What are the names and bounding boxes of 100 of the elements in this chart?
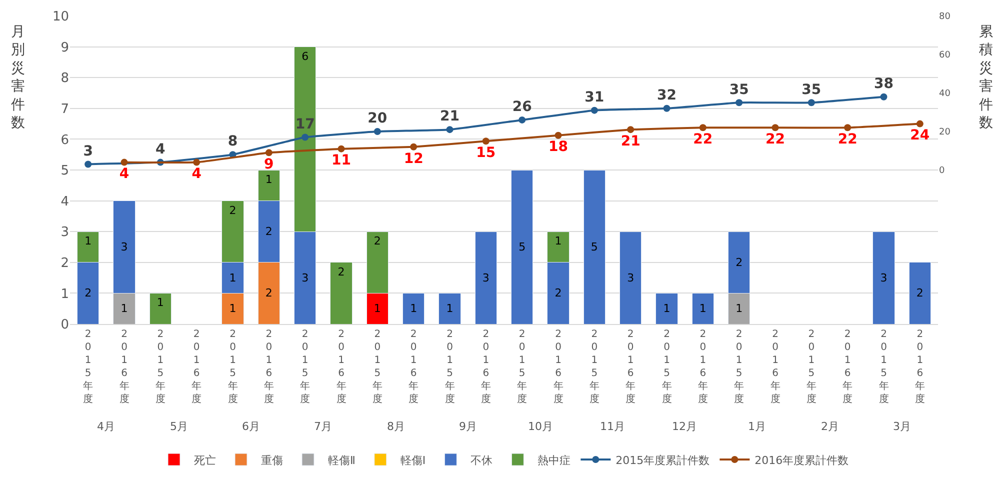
legend-label: 死亡 bbox=[194, 454, 216, 467]
y-tick-label: 5 bbox=[60, 164, 69, 179]
y2-tick-label: 40 bbox=[939, 89, 951, 100]
data-label: 2 bbox=[265, 225, 272, 238]
data-label: 21 bbox=[440, 108, 460, 125]
data-label: 3 bbox=[482, 271, 490, 284]
point bbox=[193, 158, 200, 166]
bar bbox=[692, 292, 714, 324]
data-label: 38 bbox=[874, 76, 894, 92]
text: 7月 bbox=[314, 420, 332, 433]
data-label: 1 bbox=[229, 302, 236, 316]
data-label: 1 bbox=[156, 296, 164, 310]
text: 10月 bbox=[528, 420, 553, 433]
x-tick-label: 2015年度 bbox=[83, 329, 94, 405]
data-label: 15 bbox=[476, 145, 496, 162]
data-label: 5 bbox=[518, 240, 526, 254]
data-label: 21 bbox=[620, 133, 640, 150]
x-tick-label: 2016年度 bbox=[480, 329, 491, 405]
text: 1月 bbox=[748, 420, 766, 433]
point bbox=[302, 134, 309, 141]
point bbox=[736, 99, 743, 106]
point bbox=[265, 149, 272, 156]
y-tick-label: 3 bbox=[60, 225, 69, 240]
x-tick-label: 2016年度 bbox=[553, 329, 564, 405]
data-label: 3 bbox=[880, 271, 888, 284]
x-tick-label: 2015年度 bbox=[806, 329, 816, 405]
y-tick-label: 2 bbox=[60, 256, 69, 271]
x-tick-label: 2016年度 bbox=[336, 329, 346, 405]
x-tick-label: 2015年度 bbox=[589, 329, 600, 405]
data-label: 1 bbox=[446, 302, 454, 316]
bar bbox=[510, 170, 534, 324]
point bbox=[699, 124, 706, 132]
point bbox=[84, 160, 92, 168]
x-tick-label: 2016年度 bbox=[408, 329, 419, 405]
data-label: 17 bbox=[295, 116, 315, 132]
data-label: 31 bbox=[584, 89, 604, 106]
bar bbox=[583, 170, 606, 324]
y-tick-label: 7 bbox=[60, 102, 69, 117]
data-label: 3 bbox=[120, 240, 128, 254]
point bbox=[374, 128, 381, 135]
data-label: 1 bbox=[554, 234, 562, 248]
y2-axis-title: 累積災害件数 bbox=[979, 24, 993, 131]
data-label: 3 bbox=[627, 271, 634, 284]
x-tick-label: 2015年度 bbox=[372, 329, 382, 405]
text: 4月 bbox=[97, 420, 115, 433]
x-tick-label: 2015年度 bbox=[734, 329, 744, 405]
point bbox=[916, 120, 924, 128]
data-label: 1 bbox=[120, 302, 128, 316]
y-tick-label: 6 bbox=[60, 132, 69, 148]
data-label: 4 bbox=[192, 166, 202, 182]
point bbox=[844, 124, 852, 132]
data-label: 1 bbox=[663, 302, 670, 316]
point bbox=[482, 138, 490, 145]
data-label: 1 bbox=[374, 302, 381, 316]
data-label: 22 bbox=[838, 132, 858, 148]
x-tick-label: 2015年度 bbox=[878, 329, 889, 405]
text: 5月 bbox=[170, 420, 188, 433]
y-axis-title: 月別災害件数 bbox=[11, 24, 25, 131]
data-label: 4 bbox=[156, 141, 166, 158]
point bbox=[446, 126, 454, 134]
x-tick-label: 2015年度 bbox=[228, 329, 238, 405]
text: 3月 bbox=[893, 420, 911, 433]
text: 6月 bbox=[242, 420, 260, 433]
data-label: 18 bbox=[548, 139, 568, 156]
y-tick-label: 8 bbox=[60, 71, 69, 86]
point bbox=[518, 116, 526, 124]
data-label: 1 bbox=[84, 234, 92, 248]
data-label: 3 bbox=[83, 143, 93, 160]
x-tick-label: 2016年度 bbox=[264, 329, 274, 405]
point bbox=[808, 99, 815, 106]
point bbox=[410, 143, 418, 150]
y2-tick-label: 80 bbox=[939, 12, 951, 22]
data-label: 11 bbox=[332, 152, 351, 169]
data-label: 8 bbox=[228, 134, 238, 150]
data-label: 20 bbox=[368, 110, 388, 127]
data-label: 12 bbox=[404, 150, 424, 167]
data-label: 4 bbox=[119, 166, 130, 182]
data-label: 1 bbox=[229, 271, 236, 284]
x-tick-label: 2016年度 bbox=[770, 329, 780, 405]
x-tick-label: 2015年度 bbox=[300, 329, 310, 405]
bar bbox=[908, 262, 932, 324]
bar bbox=[149, 292, 172, 324]
x-tick-label: 2016年度 bbox=[914, 329, 925, 405]
data-label: 35 bbox=[729, 82, 749, 98]
x-tick-label: 2016年度 bbox=[842, 329, 853, 405]
bar bbox=[619, 231, 642, 324]
data-label: 1 bbox=[410, 302, 418, 316]
y-tick-label: 9 bbox=[60, 40, 69, 56]
legend-label: 不休 bbox=[470, 454, 493, 467]
legend-label: 2016年度累計件数 bbox=[754, 454, 849, 467]
bar bbox=[402, 292, 425, 324]
point bbox=[627, 126, 634, 134]
data-label: 5 bbox=[590, 240, 598, 254]
x-tick-label: 2016年度 bbox=[192, 329, 202, 405]
data-label: 2 bbox=[265, 286, 272, 300]
x-tick-label: 2016年度 bbox=[626, 329, 636, 405]
data-label: 24 bbox=[910, 128, 930, 144]
point bbox=[590, 106, 598, 114]
text: 8月 bbox=[387, 420, 405, 433]
x-tick-label: 2015年度 bbox=[444, 329, 455, 405]
